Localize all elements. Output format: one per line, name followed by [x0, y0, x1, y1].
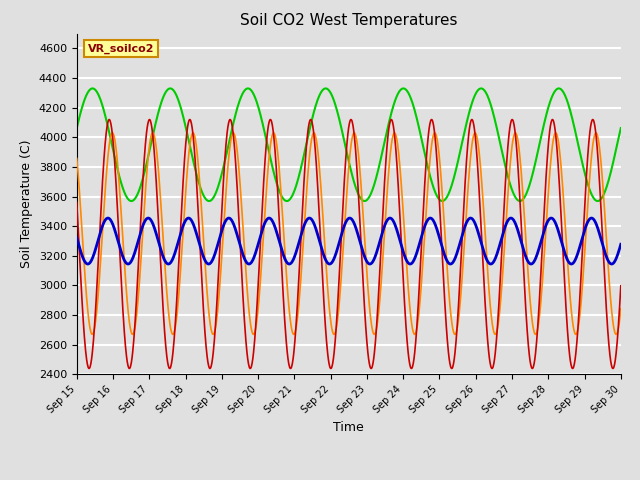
TCW_2	[109, 130, 116, 136]
TCW_3	[73, 125, 81, 131]
TCW_2	[73, 156, 81, 161]
TCW_2	[316, 163, 323, 168]
TCW_3	[383, 131, 390, 137]
TCW_4	[115, 241, 123, 247]
TCW_4	[346, 215, 353, 221]
TCW_2	[383, 195, 390, 201]
TCW_1	[115, 234, 123, 240]
TCW_3	[477, 85, 485, 91]
TCW_4	[383, 218, 390, 224]
Y-axis label: Soil Temperature (C): Soil Temperature (C)	[20, 140, 33, 268]
X-axis label: Time: Time	[333, 421, 364, 434]
Title: Soil CO2 West Temperatures: Soil CO2 West Temperatures	[240, 13, 458, 28]
TCW_3	[315, 94, 323, 100]
TCW_2	[304, 170, 312, 176]
TCW_1	[589, 117, 596, 122]
TCW_4	[304, 216, 312, 222]
TCW_3	[304, 135, 312, 141]
TCW_3	[438, 198, 446, 204]
TCW_1	[137, 210, 145, 216]
TCW_2	[325, 302, 333, 308]
TCW_1	[315, 204, 323, 210]
TCW_4	[137, 228, 145, 234]
TCW_4	[608, 261, 616, 267]
TCW_4	[617, 241, 625, 247]
TCW_1	[327, 366, 335, 372]
TCW_3	[617, 125, 625, 131]
TCW_1	[325, 359, 333, 364]
TCW_1	[304, 131, 312, 136]
TCW_1	[383, 147, 390, 153]
TCW_3	[115, 172, 123, 178]
TCW_2	[492, 332, 499, 337]
Line: TCW_2: TCW_2	[77, 133, 621, 335]
TCW_4	[73, 235, 81, 240]
Line: TCW_3: TCW_3	[77, 88, 621, 201]
TCW_2	[617, 306, 625, 312]
TCW_1	[73, 199, 81, 205]
TCW_3	[325, 87, 333, 93]
TCW_2	[115, 182, 123, 188]
Legend: TCW_1, TCW_2, TCW_3, TCW_4: TCW_1, TCW_2, TCW_3, TCW_4	[161, 475, 536, 480]
TCW_3	[137, 182, 145, 188]
Text: VR_soilco2: VR_soilco2	[88, 44, 154, 54]
TCW_1	[617, 283, 625, 288]
TCW_4	[315, 236, 323, 242]
TCW_4	[325, 261, 333, 267]
Line: TCW_4: TCW_4	[77, 218, 621, 264]
TCW_2	[138, 250, 145, 256]
Line: TCW_1: TCW_1	[77, 120, 621, 369]
